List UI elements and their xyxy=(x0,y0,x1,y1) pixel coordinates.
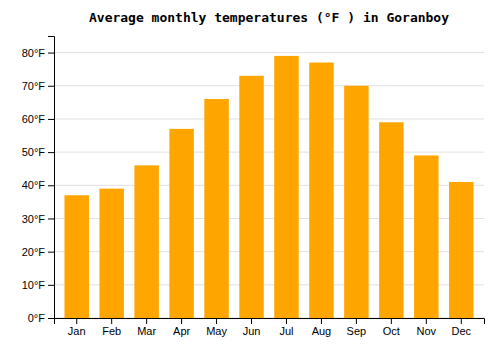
x-tick: Sep xyxy=(347,318,367,337)
x-tick-label: Jan xyxy=(68,325,86,337)
y-tick-mark xyxy=(48,53,54,54)
x-tick-label: Nov xyxy=(417,325,437,337)
x-tick-label: May xyxy=(206,325,227,337)
y-tick-label: 60°F xyxy=(22,113,46,125)
y-tick-mark xyxy=(48,252,54,253)
grid-line xyxy=(54,118,484,119)
bar xyxy=(99,189,123,318)
bar xyxy=(449,182,473,318)
plot: Jan Feb Mar Apr May Jun Jul Aug Sep Oct Nov Dec 0°F 1… xyxy=(22,37,485,337)
x-tick-label: Aug xyxy=(312,325,332,337)
x-tick-label: Jun xyxy=(243,325,261,337)
y-tick-mark xyxy=(48,285,54,286)
x-tick-label: Mar xyxy=(137,325,156,337)
y-tick: 30°F xyxy=(22,212,54,224)
y-tick: 70°F xyxy=(22,80,54,92)
x-axis: Jan Feb Mar Apr May Jun Jul Aug Sep Oct Nov Dec xyxy=(55,318,485,337)
x-tick: Feb xyxy=(102,318,121,337)
x-tick: Aug xyxy=(312,318,332,337)
title: Average monthly temperatures (°F ) in Go… xyxy=(89,10,449,25)
x-tick-mark xyxy=(181,318,182,324)
bar xyxy=(64,195,88,318)
chart: Jan Feb Mar Apr May Jun Jul Aug Sep Oct Nov Dec 0°F 1… xyxy=(0,0,500,350)
x-tick: Jan xyxy=(68,318,86,337)
bar xyxy=(204,99,228,318)
x-tick: Oct xyxy=(383,318,400,337)
bar xyxy=(414,155,438,318)
x-tick-label: Sep xyxy=(347,325,367,337)
bar xyxy=(239,76,263,318)
x-tick-label: Oct xyxy=(383,325,400,337)
x-tick: Jul xyxy=(279,318,293,337)
y-tick: 60°F xyxy=(22,113,54,125)
bars xyxy=(64,56,473,318)
grid-line xyxy=(54,52,484,53)
y-tick: 40°F xyxy=(22,179,54,191)
bar xyxy=(169,129,193,318)
x-tick-mark xyxy=(391,318,392,324)
y-tick-label: 80°F xyxy=(22,47,46,59)
y-tick: 0°F xyxy=(28,312,54,324)
grid-line xyxy=(54,85,484,86)
y-tick-label: 40°F xyxy=(22,179,46,191)
y-tick-label: 50°F xyxy=(22,146,46,158)
x-tick-label: Feb xyxy=(102,325,121,337)
x-tick-mark xyxy=(286,318,287,324)
bar xyxy=(134,165,158,318)
y-tick: 10°F xyxy=(22,279,54,291)
y-tick-label: 10°F xyxy=(22,279,46,291)
y-tick-mark xyxy=(48,318,54,319)
x-tick: Apr xyxy=(173,318,190,337)
x-tick-mark xyxy=(321,318,322,324)
x-tick-label: Jul xyxy=(279,325,293,337)
x-tick-label: Dec xyxy=(451,325,471,337)
y-tick-label: 20°F xyxy=(22,246,46,258)
y-axis: 0°F 10°F 20°F 30°F 40°F 50°F 60°F 70°F 80°F xyxy=(22,37,55,325)
x-tick: Mar xyxy=(137,318,156,337)
y-tick-mark xyxy=(48,185,54,186)
y-tick: 50°F xyxy=(22,146,54,158)
y-tick-label: 30°F xyxy=(22,212,46,224)
x-axis-line xyxy=(55,319,485,325)
grid-line xyxy=(54,152,484,153)
y-tick-mark xyxy=(48,86,54,87)
x-tick: May xyxy=(206,318,227,337)
y-tick-mark xyxy=(48,218,54,219)
grid xyxy=(54,53,484,318)
bar xyxy=(309,63,333,318)
x-tick-mark xyxy=(146,318,147,324)
x-tick-mark xyxy=(251,318,252,324)
y-tick-label: 70°F xyxy=(22,80,46,92)
y-tick: 20°F xyxy=(22,246,54,258)
x-tick-mark xyxy=(461,318,462,324)
x-tick-mark xyxy=(216,318,217,324)
x-tick-mark xyxy=(356,318,357,324)
y-tick: 80°F xyxy=(22,47,54,59)
bar xyxy=(344,86,368,318)
x-tick-mark xyxy=(76,318,77,324)
x-tick-label: Apr xyxy=(173,325,190,337)
x-tick-mark xyxy=(426,318,427,324)
y-tick-mark xyxy=(48,119,54,120)
x-tick-mark xyxy=(111,318,112,324)
bar xyxy=(379,122,403,318)
x-tick: Dec xyxy=(451,318,471,337)
y-tick-label: 0°F xyxy=(28,312,46,324)
y-tick-mark xyxy=(48,152,54,153)
y-axis-line xyxy=(48,37,55,319)
x-tick: Jun xyxy=(243,318,261,337)
x-tick: Nov xyxy=(417,318,437,337)
bar xyxy=(274,56,298,318)
